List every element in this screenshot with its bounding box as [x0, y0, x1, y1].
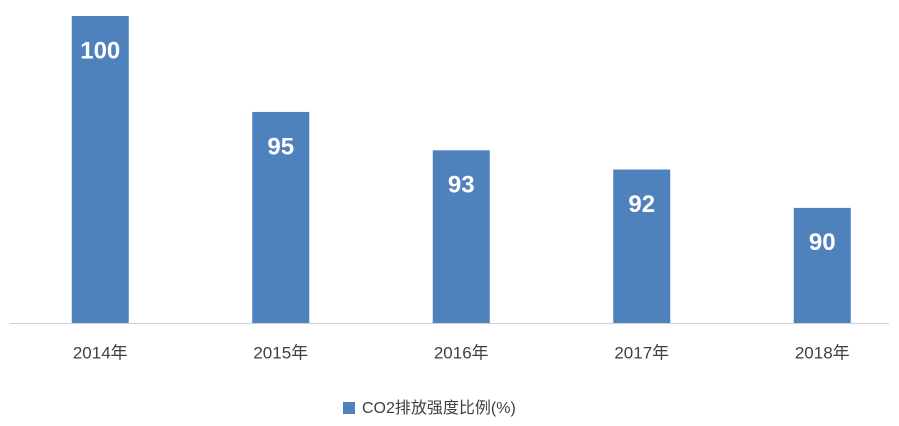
x-tick-label: 2015年: [253, 343, 308, 362]
legend-swatch: [343, 402, 355, 414]
bar: [71, 16, 129, 323]
data-label: 90: [809, 229, 836, 256]
legend-label: CO2排放强度比例(%): [362, 399, 516, 417]
x-tick-label: 2017年: [614, 343, 669, 362]
x-tick-label: 2018年: [795, 343, 850, 362]
data-label: 93: [448, 172, 475, 199]
data-label: 95: [267, 133, 294, 160]
x-tick-label: 2016年: [434, 343, 489, 362]
x-tick-label: 2014年: [73, 343, 128, 362]
bar: [432, 150, 490, 323]
data-label: 100: [80, 37, 120, 64]
data-label: 92: [628, 191, 655, 218]
bar: [252, 111, 310, 323]
bar: [793, 207, 851, 323]
bar: [613, 169, 671, 323]
